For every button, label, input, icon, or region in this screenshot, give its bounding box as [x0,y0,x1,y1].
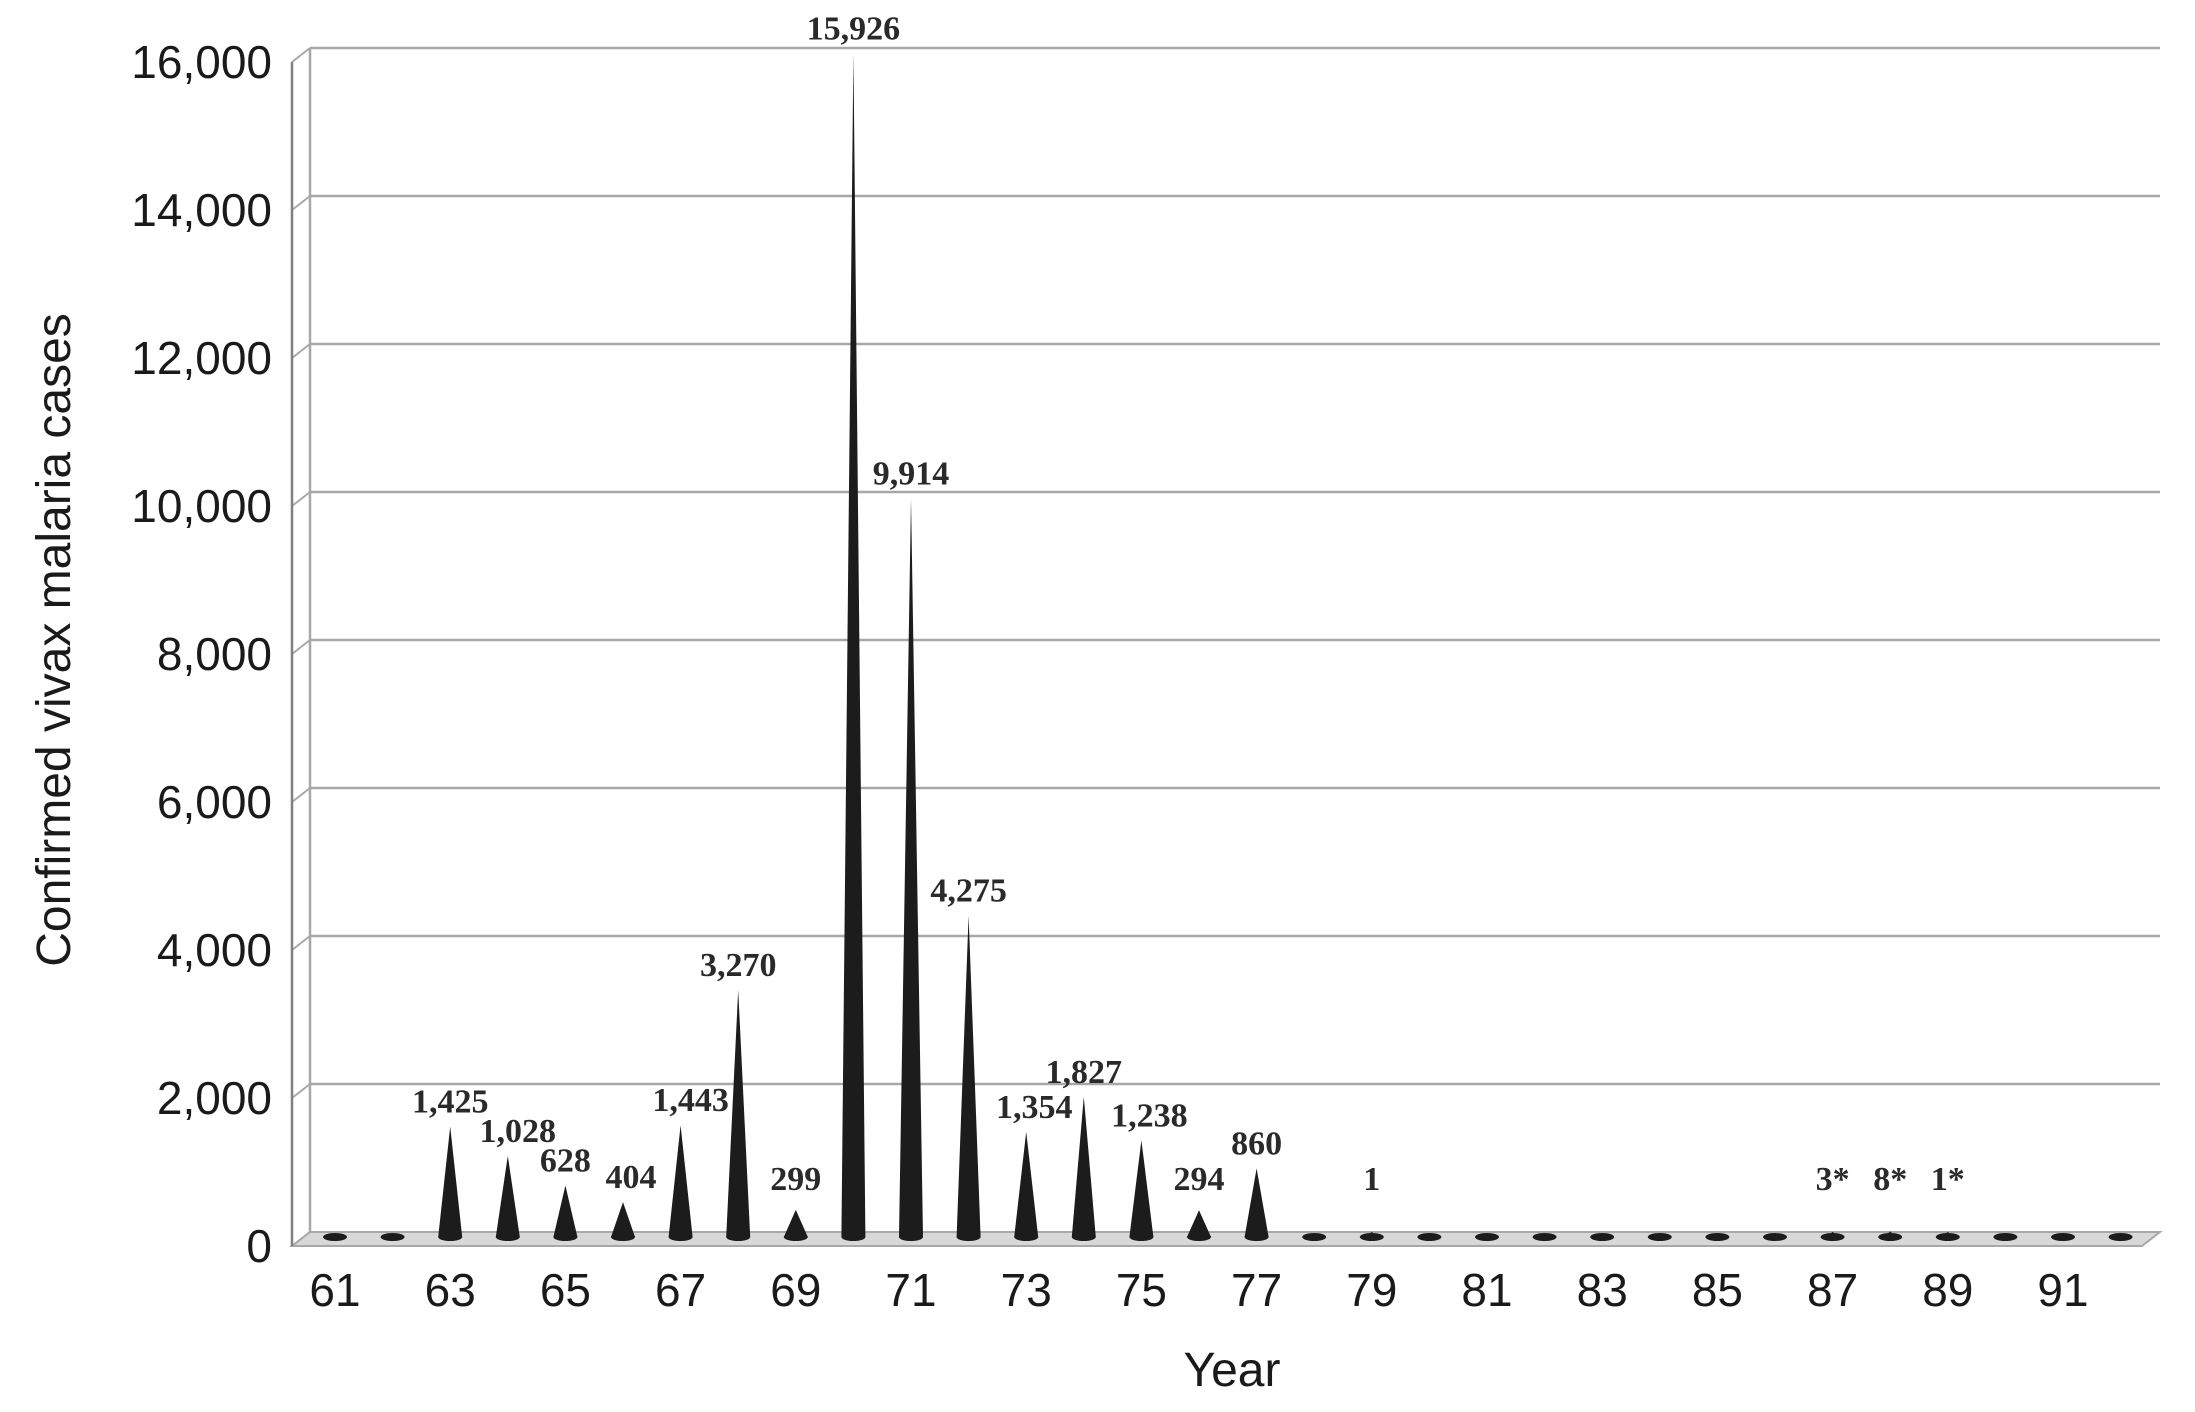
y-axis-title: Confirmed vivax malaria cases [28,313,81,967]
gridline-depth [291,1083,311,1099]
x-tick-label: 87 [1807,1264,1858,1316]
y-tick-label: 8,000 [157,628,272,680]
data-label: 1,443 [652,1082,729,1119]
data-label: 860 [1231,1125,1282,1162]
x-tick-label: 83 [1577,1264,1628,1316]
gridlines [291,46,2160,1247]
gridline-depth [291,935,311,951]
data-label: 1,827 [1046,1054,1123,1091]
bar-base [1993,1233,2018,1241]
data-label: 1,238 [1111,1097,1188,1134]
x-tick-label: 77 [1231,1264,1282,1316]
data-label: 3,270 [700,947,777,984]
data-label: 628 [540,1143,591,1180]
data-label: 294 [1174,1161,1225,1198]
bar-base [1417,1233,1442,1241]
y-tick-label: 14,000 [131,184,272,236]
bar-base [380,1233,405,1241]
x-tick-label: 71 [885,1264,936,1316]
bar [438,1126,463,1237]
bar-base [1705,1233,1730,1241]
gridline-depth [291,343,311,359]
gridline-depth [291,491,311,507]
data-label: 1,425 [412,1084,489,1121]
tick-labels: 0 2,000 4,000 6,000 8,000 10,000 12,000 14,000 1… [131,36,2088,1316]
data-label: 299 [770,1161,821,1198]
bar [1187,1210,1211,1237]
x-tick-label: 75 [1116,1264,1167,1316]
x-tick-label: 73 [1001,1264,1052,1316]
bar [1365,1231,1378,1237]
bars [323,53,2133,1241]
bar [783,1209,808,1237]
bar [1071,1096,1096,1237]
x-axis-title: Year [1184,1344,1281,1397]
bar [1244,1168,1269,1237]
bar [1941,1231,1954,1237]
bar-base [2108,1233,2133,1241]
bar-base [1647,1233,1672,1241]
bar [495,1155,520,1237]
x-tick-label: 65 [540,1264,591,1316]
data-label: 1* [1931,1161,1965,1198]
x-tick-label: 69 [770,1264,821,1316]
bar-base [1763,1233,1787,1241]
bar-base [2051,1233,2075,1241]
bar [1884,1231,1897,1237]
bar [611,1202,635,1237]
x-tick-label: 81 [1461,1264,1512,1316]
data-label: 9,914 [873,455,950,492]
x-tick-label: 79 [1346,1264,1397,1316]
x-tick-label: 85 [1692,1264,1743,1316]
axes [289,48,2163,1247]
data-label: 3* [1816,1161,1850,1198]
x-tick-label: 91 [2037,1264,2088,1316]
y-tick-label: 12,000 [131,332,272,384]
data-label: 15,926 [807,10,901,47]
bar-base [1302,1233,1327,1241]
y-tick-label: 6,000 [157,776,272,828]
y-tick-label: 0 [246,1220,272,1272]
chart-floor [289,1231,2163,1247]
y-tick-label: 10,000 [131,480,272,532]
data-label: 1 [1363,1161,1380,1198]
bar [956,915,981,1237]
bar-base [1590,1233,1615,1241]
data-label: 4,275 [930,873,1007,910]
gridline-depth [291,195,311,211]
bar-base [1475,1233,1499,1241]
y-tick-label: 16,000 [131,36,272,88]
x-tick-label: 89 [1922,1264,1973,1316]
bar [553,1185,578,1237]
gridline-depth [291,639,311,655]
bar [726,990,751,1237]
bar [668,1125,693,1237]
y-tick-label: 2,000 [157,1072,272,1124]
bar-base [1532,1233,1557,1241]
x-tick-label: 61 [309,1264,360,1316]
data-label: 404 [606,1159,657,1196]
data-label: 8* [1873,1161,1907,1198]
bar-base [323,1233,347,1241]
bar [899,498,923,1237]
data-label: 1,028 [480,1113,557,1150]
y-tick-label: 4,000 [157,924,272,976]
gridline-depth [291,787,311,803]
bar [841,53,866,1238]
bar [1129,1140,1154,1237]
gridline-depth [291,47,311,63]
bar [1014,1131,1039,1237]
bar [1826,1231,1839,1237]
x-tick-label: 63 [425,1264,476,1316]
data-label: 1,354 [996,1089,1073,1126]
x-tick-label: 67 [655,1264,706,1316]
